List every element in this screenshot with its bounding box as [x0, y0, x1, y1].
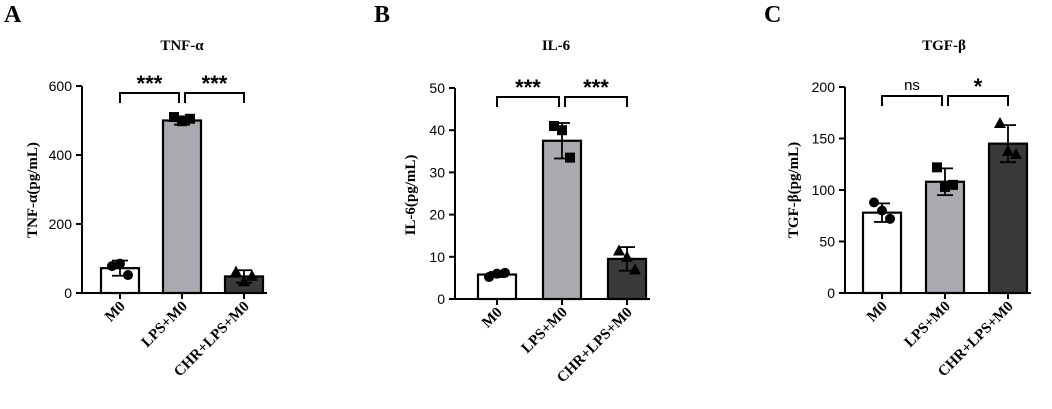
y-tick-label: 150	[812, 131, 836, 147]
significance-bracket	[496, 96, 560, 107]
y-tick-label: 10	[429, 249, 445, 265]
data-point	[500, 267, 510, 278]
y-tick-label: 30	[429, 164, 445, 180]
data-point	[948, 179, 958, 190]
y-axis-label: TNF-α(pg/mL)	[25, 142, 41, 238]
x-tick-label: LPS+M0	[519, 305, 571, 357]
data-point	[115, 258, 125, 269]
y-tick-label: 40	[429, 122, 445, 138]
data-point	[885, 213, 895, 224]
data-point	[123, 270, 133, 281]
data-point	[230, 265, 242, 277]
data-point	[484, 272, 494, 283]
data-point	[940, 181, 950, 192]
y-tick-label: 50	[819, 234, 835, 250]
x-tick-label: M0	[864, 299, 891, 326]
data-point	[629, 263, 641, 275]
bar-lps-m0	[161, 119, 203, 295]
panel-tgf-beta: C TGF-β TGF-β(pg/mL) M0 LPS+M0CHR+LPS+M00…	[764, 2, 1031, 380]
bar-m0	[861, 211, 903, 295]
y-tick-label: 0	[64, 285, 72, 301]
data-point	[1010, 147, 1022, 159]
significance-bracket	[564, 96, 628, 107]
data-point	[492, 268, 502, 279]
panel-letter: C	[764, 2, 781, 28]
y-tick-label: 50	[429, 80, 445, 96]
x-tick-label: LPS+M0	[902, 299, 954, 351]
y-axis-label: IL-6(pg/mL)	[403, 155, 419, 236]
data-point	[621, 250, 633, 262]
significance-label: *	[974, 74, 983, 99]
data-point	[932, 162, 942, 173]
significance-bracket	[881, 95, 943, 106]
bar-lps-m0	[924, 180, 966, 295]
y-tick-label: 600	[49, 78, 73, 94]
bar-chr-lps-m0	[987, 142, 1029, 295]
significance-label: ***	[515, 75, 541, 100]
significance-label: ***	[202, 71, 228, 96]
chart-title: TGF-β	[922, 38, 966, 54]
data-point	[877, 205, 887, 216]
data-point	[565, 152, 575, 163]
x-tick-label: LPS+M0	[139, 299, 191, 351]
panel-letter: B	[374, 2, 390, 28]
data-point	[185, 113, 195, 124]
data-point	[246, 269, 258, 281]
significance-bracket	[184, 92, 245, 103]
significance-label: ***	[137, 71, 163, 96]
y-tick-label: 200	[812, 79, 836, 95]
bar-lps-m0	[541, 139, 583, 301]
data-point	[994, 117, 1006, 129]
x-tick-label: M0	[479, 305, 506, 332]
panel-tnf-alpha: A TNF-α TNF-α(pg/mL) M0 LPS+M0CHR+LPS+M00…	[4, 2, 267, 380]
chart-title: TNF-α	[160, 38, 204, 54]
data-point	[1002, 144, 1014, 156]
data-point	[549, 120, 559, 131]
significance-label: ***	[583, 75, 609, 100]
data-point	[869, 197, 879, 208]
y-tick-label: 20	[429, 207, 445, 223]
data-point	[238, 275, 250, 287]
y-tick-label: 0	[827, 285, 835, 301]
panel-letter: A	[4, 2, 22, 28]
y-tick-label: 400	[49, 147, 73, 163]
data-point	[613, 244, 625, 256]
panel-il-6: B IL-6 IL-6(pg/mL) M0 LPS+M0CHR+LPS+M0010…	[374, 2, 650, 386]
significance-label: ns	[904, 77, 920, 94]
data-point	[557, 125, 567, 136]
data-point	[169, 112, 179, 123]
chart-title: IL-6	[542, 38, 571, 54]
y-tick-label: 0	[437, 291, 445, 307]
y-tick-label: 100	[812, 182, 836, 198]
x-tick-label: M0	[102, 299, 129, 326]
significance-bracket	[119, 92, 180, 103]
y-tick-label: 200	[49, 216, 73, 232]
data-point	[107, 261, 117, 272]
significance-bracket	[947, 95, 1009, 106]
y-axis-label: TGF-β(pg/mL)	[786, 142, 802, 238]
data-point	[177, 116, 187, 127]
